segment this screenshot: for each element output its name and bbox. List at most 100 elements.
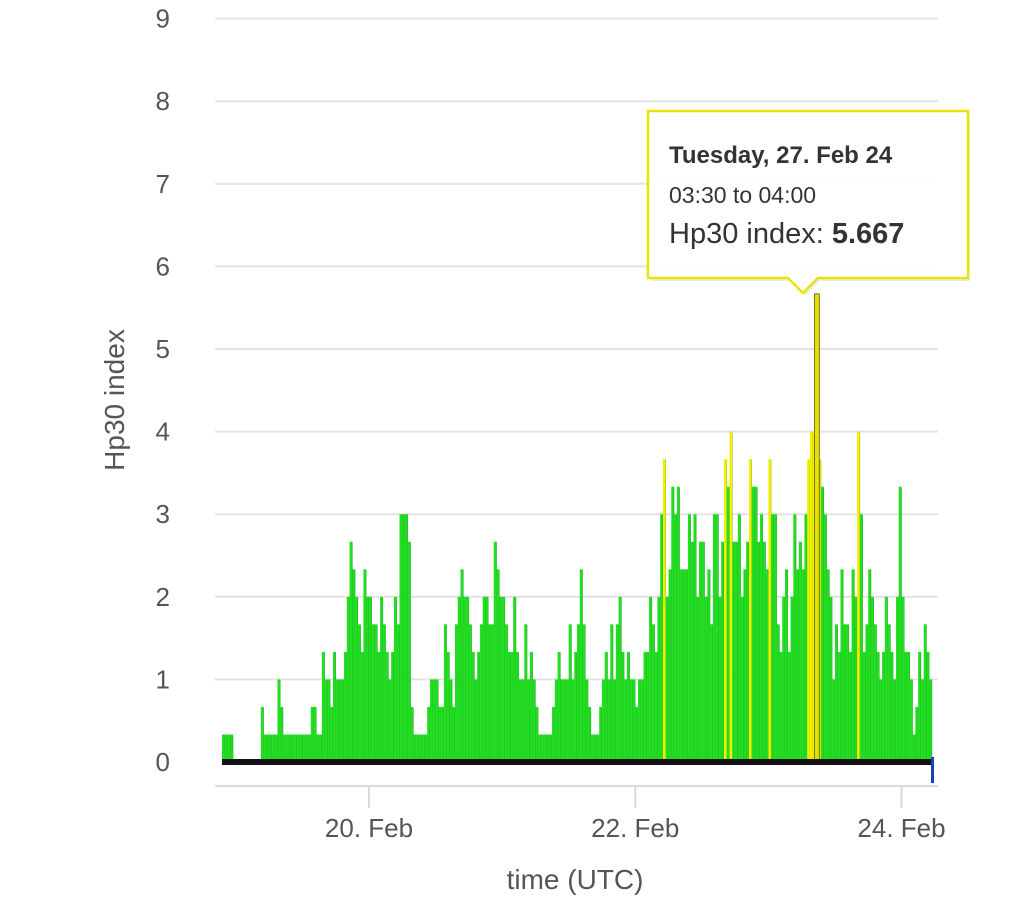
bar[interactable] (895, 596, 899, 762)
bar[interactable] (796, 569, 800, 762)
bar[interactable] (330, 706, 334, 762)
bar[interactable] (299, 734, 303, 762)
bar[interactable] (754, 486, 758, 762)
bar[interactable] (909, 679, 913, 762)
bar[interactable] (868, 569, 872, 762)
bar[interactable] (324, 679, 328, 762)
bar[interactable] (427, 706, 431, 762)
bar[interactable] (629, 679, 633, 762)
bar[interactable] (879, 679, 883, 762)
bar[interactable] (280, 706, 284, 762)
bar[interactable] (643, 651, 647, 762)
bar[interactable] (513, 596, 517, 762)
bar[interactable] (446, 651, 450, 762)
bar[interactable] (723, 459, 727, 762)
bar[interactable] (454, 624, 458, 762)
bar[interactable] (660, 514, 664, 762)
bar[interactable] (507, 651, 511, 762)
bar[interactable] (543, 734, 547, 762)
bar[interactable] (285, 734, 289, 762)
bar[interactable] (604, 651, 608, 762)
bar[interactable] (224, 734, 228, 762)
bar[interactable] (638, 679, 641, 762)
bar[interactable] (413, 734, 417, 762)
bar[interactable] (657, 596, 661, 762)
bar[interactable] (712, 514, 716, 762)
bar[interactable] (307, 734, 311, 762)
bar[interactable] (771, 514, 775, 762)
bar[interactable] (477, 651, 481, 762)
bar[interactable] (840, 569, 844, 762)
bar[interactable] (646, 651, 650, 762)
bar[interactable] (327, 679, 331, 762)
bar[interactable] (368, 596, 372, 762)
bar[interactable] (621, 651, 625, 762)
bar[interactable] (296, 734, 300, 762)
bar[interactable] (493, 541, 497, 762)
bar[interactable] (574, 651, 578, 762)
bar[interactable] (527, 679, 530, 762)
bar[interactable] (338, 679, 342, 762)
bar[interactable] (546, 734, 550, 762)
bar[interactable] (335, 679, 339, 762)
bar[interactable] (499, 596, 503, 762)
bar[interactable] (890, 651, 894, 762)
bar[interactable] (535, 706, 539, 762)
bar[interactable] (435, 679, 439, 762)
bar[interactable] (762, 541, 766, 762)
bar[interactable] (671, 486, 675, 762)
bar[interactable] (823, 514, 827, 762)
bar[interactable] (898, 486, 902, 762)
bar[interactable] (804, 514, 808, 762)
bar[interactable] (449, 679, 453, 762)
bar[interactable] (482, 596, 486, 762)
bar[interactable] (382, 624, 386, 762)
bar[interactable] (366, 596, 370, 762)
bar[interactable] (266, 734, 270, 762)
bar[interactable] (518, 679, 522, 762)
bar[interactable] (430, 679, 433, 762)
bar[interactable] (779, 651, 783, 762)
bar[interactable] (665, 596, 669, 762)
bar[interactable] (726, 486, 730, 762)
bar[interactable] (510, 651, 514, 762)
bar[interactable] (230, 734, 234, 762)
bar[interactable] (929, 679, 933, 762)
bar[interactable] (682, 569, 686, 762)
bar[interactable] (557, 651, 561, 762)
bar[interactable] (302, 734, 306, 762)
bar[interactable] (920, 679, 924, 762)
bar[interactable] (829, 596, 833, 762)
bar[interactable] (662, 459, 666, 762)
bar[interactable] (859, 514, 863, 762)
bar[interactable] (360, 651, 364, 762)
bar[interactable] (679, 569, 683, 762)
bar[interactable] (768, 459, 772, 762)
bar[interactable] (380, 596, 384, 762)
bar[interactable] (577, 624, 580, 762)
bar[interactable] (405, 514, 408, 762)
bar[interactable] (438, 706, 442, 762)
bar[interactable] (269, 734, 273, 762)
bar[interactable] (743, 569, 747, 762)
bar[interactable] (560, 679, 564, 762)
bar[interactable] (843, 624, 847, 762)
bar[interactable] (732, 541, 736, 762)
bar[interactable] (818, 459, 822, 762)
bar[interactable] (748, 459, 752, 762)
bar[interactable] (341, 679, 345, 762)
bar[interactable] (793, 514, 797, 762)
bar[interactable] (571, 679, 575, 762)
bar[interactable] (882, 651, 885, 762)
bar[interactable] (357, 624, 361, 762)
bar[interactable] (685, 569, 689, 762)
bar[interactable] (737, 514, 741, 762)
bar[interactable] (865, 624, 869, 762)
bar[interactable] (837, 651, 841, 762)
bar[interactable] (915, 706, 919, 762)
bar[interactable] (549, 734, 553, 762)
bar[interactable] (349, 541, 353, 762)
bar[interactable] (926, 651, 930, 762)
bar[interactable] (654, 651, 658, 762)
bar[interactable] (393, 596, 397, 762)
